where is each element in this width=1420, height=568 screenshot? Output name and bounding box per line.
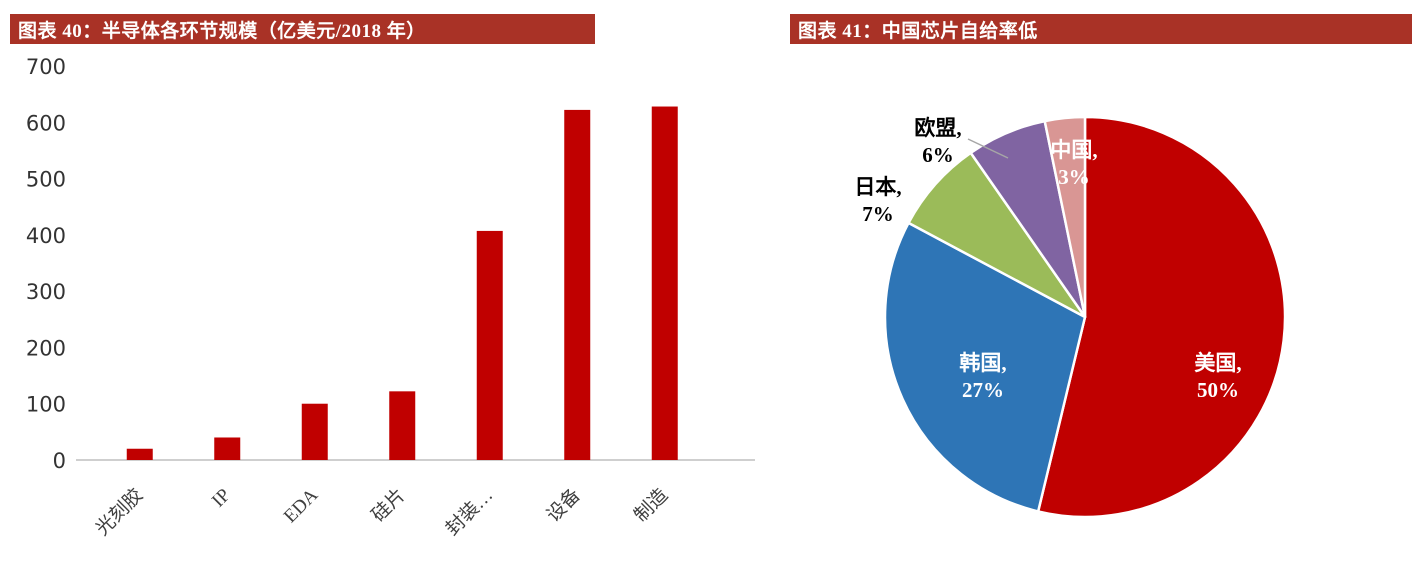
x-axis-category-label: 封装… (441, 484, 497, 540)
bar (476, 230, 503, 460)
pie-slice-label: 欧盟, 6% (914, 116, 961, 167)
pie-slice (1036, 115, 1287, 519)
y-axis-tick-label: 400 (26, 224, 66, 248)
figure-41-title-bar: 图表 41：中国芯片自给率低 (790, 14, 1412, 44)
pie-slice-label: 中国, 3% (1050, 138, 1097, 189)
figure-40-panel: 图表 40：半导体各环节规模（亿美元/2018 年） 0 100 200 300 400… (10, 14, 762, 568)
pie-slice (1043, 115, 1087, 319)
x-axis-category-label: 光刻胶 (91, 484, 147, 540)
figure-41-panel: 图表 41：中国芯片自给率低 美国, 50% 韩国, 27% 日本, 7% 欧盟, 6% 中国,… (790, 14, 1412, 568)
y-axis-tick-label: 700 (26, 55, 66, 79)
x-axis-category-label: IP (208, 485, 235, 512)
x-axis-category-label: 设备 (542, 484, 584, 526)
y-axis-tick-label: 0 (53, 449, 66, 473)
pie-chart: 美国, 50% 韩国, 27% 日本, 7% 欧盟, 6% 中国, 3% (854, 115, 1287, 519)
bar (564, 109, 591, 460)
y-axis-tick-label: 200 (26, 336, 66, 360)
figure-40-title-bar: 图表 40：半导体各环节规模（亿美元/2018 年） (10, 14, 595, 44)
y-axis-tick-label: 500 (26, 168, 66, 192)
x-axis-category-label: 制造 (630, 484, 672, 526)
bar-chart: 0 100 200 300 400 500 600 700 光刻胶 IP EDA 硅片 封装… 设备 制造 (26, 55, 755, 540)
pie-slice (907, 151, 1087, 319)
y-axis-tick-label: 600 (26, 111, 66, 135)
y-axis-tick-label: 300 (26, 280, 66, 304)
bar (389, 391, 416, 460)
pie-label-leader-line (967, 138, 1009, 159)
x-axis-category-label: 硅片 (367, 484, 409, 526)
bar (214, 437, 241, 460)
bar (651, 106, 678, 461)
bar (301, 403, 328, 460)
x-axis-category-label: EDA (280, 484, 323, 527)
figure-41-title: 图表 41：中国芯片自给率低 (798, 20, 1038, 42)
pie-slice-label: 美国, 50% (1194, 351, 1241, 402)
pie-slice-label: 韩国, 27% (959, 351, 1006, 402)
figure-40-title: 图表 40：半导体各环节规模（亿美元/2018 年） (18, 20, 426, 42)
bar (126, 448, 153, 460)
y-axis-tick-label: 100 (26, 393, 66, 417)
pie-slice (883, 221, 1087, 513)
pie-slice-label: 日本, 7% (854, 175, 901, 226)
